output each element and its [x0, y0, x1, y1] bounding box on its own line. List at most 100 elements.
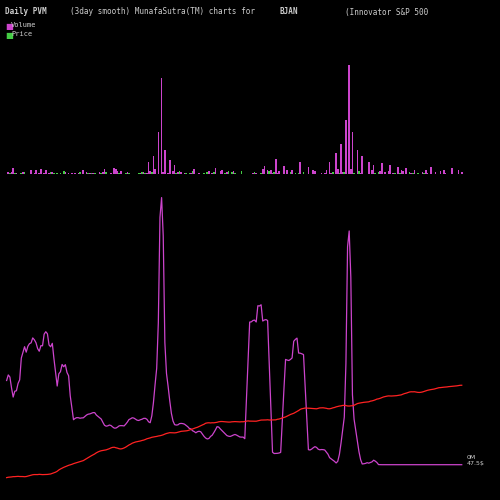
Bar: [270, 170, 272, 174]
Bar: [150, 170, 151, 174]
Bar: [425, 170, 426, 174]
Bar: [342, 172, 344, 174]
Bar: [106, 172, 107, 174]
Bar: [228, 171, 230, 174]
Bar: [141, 172, 143, 174]
Bar: [232, 172, 234, 174]
Bar: [100, 173, 102, 174]
Text: ■: ■: [5, 22, 13, 32]
Bar: [102, 172, 104, 174]
Bar: [44, 173, 45, 174]
Bar: [208, 171, 210, 174]
Bar: [158, 132, 159, 174]
Bar: [82, 170, 84, 174]
Bar: [192, 172, 194, 174]
Bar: [161, 78, 162, 174]
Bar: [408, 172, 410, 174]
Bar: [12, 168, 14, 174]
Bar: [174, 165, 176, 174]
Bar: [338, 173, 340, 174]
Bar: [278, 170, 280, 174]
Bar: [314, 172, 316, 174]
Text: Price: Price: [11, 30, 32, 36]
Bar: [356, 150, 358, 174]
Bar: [154, 170, 156, 174]
Bar: [264, 166, 265, 174]
Bar: [212, 173, 213, 174]
Bar: [213, 172, 214, 174]
Bar: [267, 170, 268, 174]
Bar: [35, 170, 37, 174]
Bar: [56, 173, 58, 174]
Bar: [336, 152, 337, 174]
Bar: [308, 167, 309, 174]
Bar: [38, 173, 40, 174]
Bar: [417, 173, 418, 174]
Bar: [104, 169, 106, 174]
Bar: [444, 172, 446, 174]
Bar: [144, 173, 146, 174]
Bar: [176, 173, 177, 174]
Bar: [214, 168, 216, 174]
Bar: [198, 172, 200, 174]
Bar: [152, 156, 154, 174]
Bar: [378, 172, 380, 174]
Bar: [252, 173, 254, 174]
Bar: [373, 165, 374, 174]
Bar: [22, 172, 24, 174]
Bar: [164, 150, 166, 174]
Bar: [143, 172, 144, 174]
Bar: [169, 160, 170, 174]
Text: 0M
47.5$: 0M 47.5$: [466, 454, 484, 466]
Bar: [90, 172, 92, 174]
Bar: [275, 159, 276, 174]
Bar: [64, 172, 66, 174]
Bar: [45, 170, 46, 174]
Bar: [286, 170, 288, 174]
Text: Daily PVM: Daily PVM: [5, 8, 46, 16]
Bar: [8, 172, 9, 174]
Bar: [206, 172, 208, 174]
Bar: [362, 156, 363, 174]
Bar: [221, 170, 223, 174]
Bar: [30, 170, 32, 174]
Bar: [240, 172, 242, 174]
Bar: [52, 172, 53, 174]
Bar: [348, 66, 350, 174]
Bar: [74, 172, 76, 174]
Bar: [458, 170, 460, 174]
Bar: [99, 172, 100, 174]
Bar: [290, 172, 292, 174]
Bar: [234, 173, 236, 174]
Bar: [430, 167, 432, 174]
Bar: [300, 162, 301, 174]
Bar: [231, 172, 232, 174]
Bar: [203, 173, 205, 174]
Bar: [388, 172, 389, 174]
Bar: [392, 173, 394, 174]
Bar: [345, 120, 346, 174]
Bar: [426, 173, 428, 174]
Text: Volume: Volume: [11, 22, 36, 28]
Bar: [63, 171, 64, 174]
Bar: [451, 168, 453, 174]
Text: ■: ■: [5, 31, 13, 40]
Bar: [398, 166, 399, 174]
Bar: [50, 172, 51, 174]
Bar: [260, 173, 262, 174]
Bar: [440, 170, 442, 174]
Bar: [354, 173, 355, 174]
Bar: [384, 172, 386, 174]
Bar: [326, 170, 327, 174]
Bar: [14, 173, 16, 174]
Bar: [79, 172, 81, 174]
Bar: [371, 170, 373, 174]
Bar: [178, 172, 180, 174]
Bar: [226, 172, 228, 174]
Bar: [168, 172, 169, 174]
Bar: [330, 173, 332, 174]
Bar: [292, 170, 293, 174]
Bar: [360, 172, 362, 174]
Bar: [368, 162, 370, 174]
Bar: [324, 173, 326, 174]
